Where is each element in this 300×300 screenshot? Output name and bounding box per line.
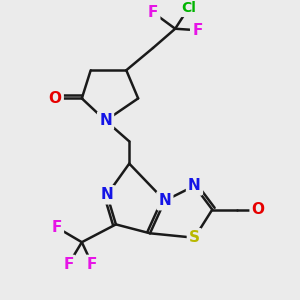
Text: S: S	[189, 230, 200, 245]
Text: F: F	[148, 5, 158, 20]
Text: N: N	[158, 193, 171, 208]
Text: F: F	[63, 257, 74, 272]
Text: O: O	[252, 202, 265, 217]
Text: N: N	[99, 113, 112, 128]
Text: F: F	[192, 23, 203, 38]
Text: F: F	[87, 257, 98, 272]
Text: N: N	[188, 178, 201, 194]
Text: Cl: Cl	[181, 1, 196, 15]
Text: O: O	[49, 91, 62, 106]
Text: F: F	[51, 220, 62, 235]
Text: N: N	[100, 187, 113, 202]
